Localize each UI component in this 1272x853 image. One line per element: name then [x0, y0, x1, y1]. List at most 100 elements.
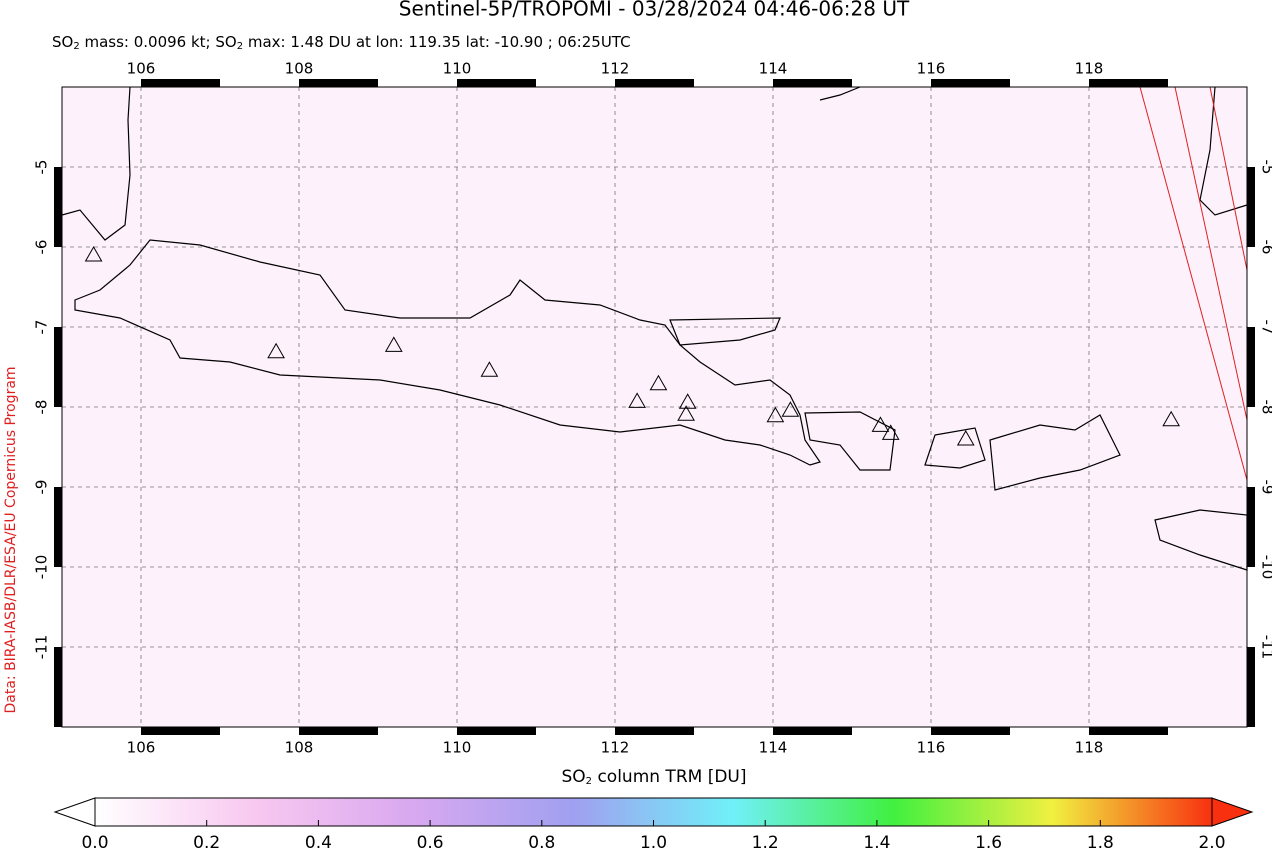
y-tick-label: -5	[1259, 160, 1272, 175]
frame-segment	[54, 487, 62, 567]
orbit-edge	[1174, 86, 1248, 421]
y-tick-label: -6	[1259, 240, 1272, 255]
x-tick-label: 110	[443, 60, 472, 78]
colorbar-tick-label: 1.0	[640, 833, 667, 853]
coast-bali	[804, 411, 896, 471]
map-frame	[61, 86, 1248, 728]
colorbar-tick-label: 0.8	[528, 833, 555, 853]
orbit-edge	[1139, 86, 1248, 481]
frame-segment	[457, 727, 536, 735]
frame-segment	[1089, 79, 1168, 87]
x-tick-label: 116	[917, 60, 946, 78]
y-tick-label: -7	[1259, 320, 1272, 335]
frame-segment	[299, 727, 378, 735]
frame-segment	[615, 79, 694, 87]
coast-sulawesi	[1199, 86, 1248, 216]
x-tick-label: 114	[759, 739, 788, 757]
colorbar-tick-label: 1.2	[752, 833, 779, 853]
subscript: 2	[73, 41, 79, 52]
volcano	[649, 374, 668, 391]
x-tick-label: 108	[285, 60, 314, 78]
orbit-edge	[1209, 86, 1248, 271]
chart-title: Sentinel-5P/TROPOMI - 03/28/2024 04:46-0…	[399, 0, 910, 21]
coast-java	[74, 239, 821, 466]
coast-kalimantan	[819, 86, 861, 101]
coast-lombok	[924, 427, 986, 469]
frame-segment	[1247, 487, 1255, 567]
volcano	[628, 392, 646, 408]
y-tick-label: -8	[1259, 400, 1272, 415]
x-tick-label: 110	[443, 739, 472, 757]
coast-madura	[669, 317, 781, 346]
volcano	[881, 424, 900, 440]
x-tick-label: 116	[917, 739, 946, 757]
volcano	[267, 342, 285, 359]
volcano	[766, 406, 785, 423]
y-tick-label: -6	[33, 240, 51, 255]
frame-segment	[141, 727, 220, 735]
colorbar-under	[53, 797, 96, 827]
credit: Data: BIRA-IASB/DLR/ESA/EU Copernicus Pr…	[3, 366, 19, 713]
frame-segment	[457, 79, 536, 87]
volcano	[84, 245, 103, 262]
x-tick-label: 106	[127, 60, 156, 78]
colorbar-tick-label: 1.8	[1087, 833, 1114, 853]
y-tick-label: -9	[1259, 480, 1272, 495]
subscript: 2	[586, 776, 592, 787]
x-tick-label: 108	[285, 739, 314, 757]
colorbar-tick-label: 0.4	[305, 833, 332, 853]
colorbar-tick-label: 0.6	[417, 833, 444, 853]
volcano	[480, 361, 499, 377]
text-part: SO	[562, 767, 586, 787]
y-tick-label: -11	[33, 635, 51, 660]
frame-segment	[773, 79, 852, 87]
subscript: 2	[237, 41, 243, 52]
frame-segment	[931, 727, 1010, 735]
volcano	[1162, 410, 1181, 427]
y-tick-label: -8	[33, 400, 51, 415]
colorbar-label: SO2 column TRM [DU]	[562, 767, 747, 787]
frame-segment	[54, 327, 62, 407]
text-part: mass: 0.0096 kt; SO	[80, 33, 237, 51]
volcano	[384, 336, 403, 352]
volcano	[781, 401, 800, 417]
x-tick-label: 112	[601, 739, 630, 757]
orbit-edges	[1139, 86, 1248, 481]
frame-segment	[141, 79, 220, 87]
x-tick-label: 118	[1075, 739, 1104, 757]
subtitle: SO2 mass: 0.0096 kt; SO2 max: 1.48 DU at…	[52, 33, 631, 53]
coast-sumatra	[61, 86, 131, 241]
x-tick-label: 106	[127, 739, 156, 757]
text-part: column TRM [DU]	[592, 767, 746, 787]
volcano	[677, 405, 695, 421]
colorbar-tick-label: 1.4	[863, 833, 890, 853]
colorbar-over	[1211, 797, 1254, 827]
frame-segment	[54, 167, 62, 247]
colorbar-tick-label: 1.6	[975, 833, 1002, 853]
frame-segment	[615, 727, 694, 735]
y-tick-label: -5	[33, 160, 51, 175]
colorbar-tick-label: 2.0	[1198, 833, 1225, 853]
y-tick-label: -10	[1259, 555, 1272, 580]
frame-segment	[1247, 647, 1255, 727]
coast-sumbawa	[989, 414, 1121, 491]
frame-segment	[1247, 167, 1255, 247]
volcano	[956, 429, 975, 446]
colorbar-tick-label: 0.0	[81, 833, 108, 853]
frame-segment	[1089, 727, 1168, 735]
y-tick-label: -11	[1259, 635, 1272, 660]
y-tick-label: -9	[33, 480, 51, 495]
colorbar-tick-label: 0.2	[193, 833, 220, 853]
frame-segment	[54, 647, 62, 727]
x-tick-label: 114	[759, 60, 788, 78]
frame-segment	[299, 79, 378, 87]
y-tick-label: -10	[33, 555, 51, 580]
text-part: SO	[52, 33, 73, 51]
x-tick-label: 112	[601, 60, 630, 78]
y-tick-label: -7	[33, 320, 51, 335]
volcano	[871, 416, 890, 432]
frame-segment	[1247, 327, 1255, 407]
x-tick-label: 118	[1075, 60, 1104, 78]
frame-segment	[931, 79, 1010, 87]
